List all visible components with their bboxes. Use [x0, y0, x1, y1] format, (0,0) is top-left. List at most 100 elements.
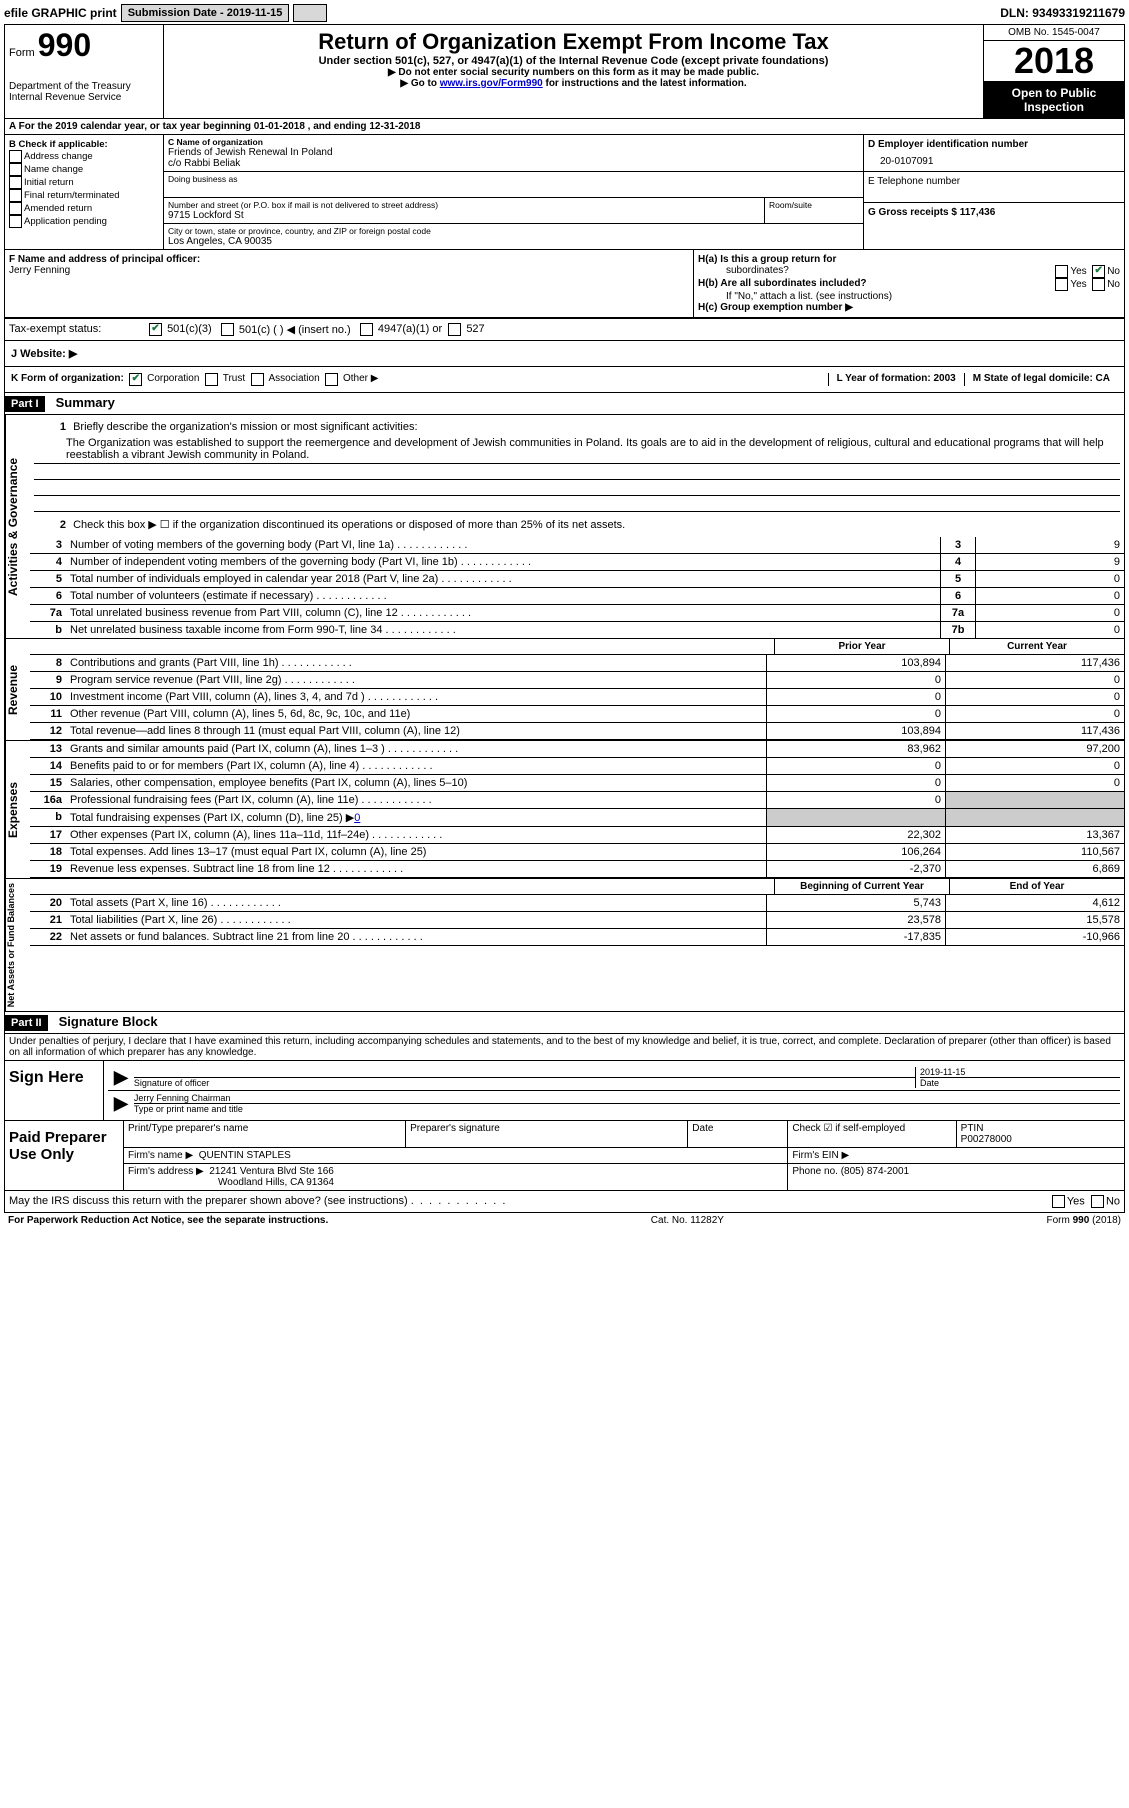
revenue-cols-header: Prior Year Current Year [30, 639, 1124, 655]
check-trust[interactable] [205, 373, 218, 386]
check-final-return[interactable]: Final return/terminated [9, 189, 159, 202]
officer-signature-field[interactable]: Signature of officer [134, 1067, 915, 1088]
inspection-box: Open to Public Inspection [984, 82, 1124, 118]
check-assoc[interactable] [251, 373, 264, 386]
self-employed-check[interactable]: Check ☑ if self-employed [792, 1123, 905, 1134]
part1-badge: Part I [5, 396, 45, 412]
revenue-section: Revenue Prior Year Current Year 8Contrib… [5, 639, 1124, 741]
sign-here-label: Sign Here [5, 1061, 104, 1120]
check-name-change[interactable]: Name change [9, 163, 159, 176]
hb-no[interactable] [1092, 278, 1105, 291]
mission-text: The Organization was established to supp… [34, 435, 1120, 464]
discuss-no[interactable] [1091, 1195, 1104, 1208]
penalties-text: Under penalties of perjury, I declare th… [5, 1034, 1124, 1060]
firm-addr2: Woodland Hills, CA 91364 [128, 1177, 783, 1188]
check-corp[interactable] [129, 373, 142, 386]
dept-irs: Internal Revenue Service [9, 92, 159, 103]
expenses-section: Expenses 13Grants and similar amounts pa… [5, 741, 1124, 879]
form-header: Form 990 Department of the Treasury Inte… [5, 25, 1124, 119]
paid-preparer-label: Paid Preparer Use Only [5, 1121, 124, 1190]
dba-label: Doing business as [168, 174, 859, 184]
phone-label: E Telephone number [868, 176, 1120, 187]
col-prior-year: Prior Year [774, 639, 949, 654]
check-501c3[interactable] [149, 323, 162, 336]
check-initial-return[interactable]: Initial return [9, 176, 159, 189]
ha-yes[interactable] [1055, 265, 1068, 278]
blank-button[interactable] [293, 4, 327, 22]
form990-link[interactable]: www.irs.gov/Form990 [440, 78, 543, 89]
form-container: Form 990 Department of the Treasury Inte… [4, 24, 1125, 1034]
form-subtitle: Under section 501(c), 527, or 4947(a)(1)… [172, 55, 975, 67]
check-527[interactable] [448, 323, 461, 336]
line-12: 12Total revenue—add lines 8 through 11 (… [30, 723, 1124, 740]
line-14: 14Benefits paid to or for members (Part … [30, 758, 1124, 775]
check-address-change[interactable]: Address change [9, 150, 159, 163]
gross-receipts: G Gross receipts $ 117,436 [868, 207, 1120, 218]
footer-center: Cat. No. 11282Y [651, 1215, 724, 1226]
hb-note: If "No," attach a list. (see instruction… [698, 291, 1120, 302]
line-6: 6Total number of volunteers (estimate if… [30, 588, 1124, 605]
officer-label: F Name and address of principal officer: [9, 254, 689, 265]
line1-label: Briefly describe the organization's miss… [73, 421, 417, 433]
k-label: K Form of organization: [11, 373, 124, 386]
footer-right: Form 990 (2018) [1047, 1215, 1121, 1226]
ein-label: D Employer identification number [868, 139, 1120, 150]
part2-header: Part II Signature Block [5, 1012, 1124, 1033]
tax-year: 2018 [984, 41, 1124, 82]
line-13: 13Grants and similar amounts paid (Part … [30, 741, 1124, 758]
form-prefix: Form [9, 47, 35, 59]
hb-yes[interactable] [1055, 278, 1068, 291]
netassets-section: Net Assets or Fund Balances Beginning of… [5, 879, 1124, 1012]
box-b-title: B Check if applicable: [9, 139, 159, 150]
tax-exempt-row: Tax-exempt status: 501(c)(3) 501(c) ( ) … [5, 318, 1124, 341]
line-11: 11Other revenue (Part VIII, column (A), … [30, 706, 1124, 723]
omb-number: OMB No. 1545-0047 [984, 25, 1124, 41]
line-20: 20Total assets (Part X, line 16)5,7434,6… [30, 895, 1124, 912]
check-amended[interactable]: Amended return [9, 202, 159, 215]
footer-left: For Paperwork Reduction Act Notice, see … [8, 1215, 328, 1226]
check-other[interactable] [325, 373, 338, 386]
city-label: City or town, state or province, country… [168, 226, 859, 236]
website-row: J Website: ▶ [5, 341, 1124, 367]
line-7a: 7aTotal unrelated business revenue from … [30, 605, 1124, 622]
box-d: D Employer identification number 20-0107… [863, 135, 1124, 249]
vert-activities: Activities & Governance [5, 415, 30, 638]
submission-date-button[interactable]: Submission Date - 2019-11-15 [121, 4, 290, 22]
line-9: 9Program service revenue (Part VIII, lin… [30, 672, 1124, 689]
section-a-tax-year: A For the 2019 calendar year, or tax yea… [5, 119, 1124, 135]
instr-1: ▶ Do not enter social security numbers o… [172, 67, 975, 78]
vert-expenses: Expenses [5, 741, 30, 878]
vert-netassets: Net Assets or Fund Balances [5, 879, 30, 1011]
header-center: Return of Organization Exempt From Incom… [164, 25, 983, 118]
org-name-label: C Name of organization [168, 137, 859, 147]
line-17: 17Other expenses (Part IX, column (A), l… [30, 827, 1124, 844]
check-501c[interactable] [221, 323, 234, 336]
header-right: OMB No. 1545-0047 2018 Open to Public In… [983, 25, 1124, 118]
officer-name: Jerry Fenning [9, 265, 689, 276]
check-4947[interactable] [360, 323, 373, 336]
efile-label: efile GRAPHIC print [4, 6, 117, 20]
l-year: L Year of formation: 2003 [828, 373, 964, 386]
ptin-value: P00278000 [961, 1134, 1012, 1145]
box-f: F Name and address of principal officer:… [5, 250, 694, 317]
col-begin-year: Beginning of Current Year [774, 879, 949, 894]
ha-no[interactable] [1092, 265, 1105, 278]
part2-badge: Part II [5, 1015, 48, 1031]
tax-exempt-label: Tax-exempt status: [9, 323, 149, 335]
arrow-icon: ▶ [108, 1067, 134, 1088]
activities-section: Activities & Governance 1 Briefly descri… [5, 415, 1124, 639]
line-16b: bTotal fundraising expenses (Part IX, co… [30, 809, 1124, 827]
line-21: 21Total liabilities (Part X, line 26)23,… [30, 912, 1124, 929]
col-end-year: End of Year [949, 879, 1124, 894]
row-f-h: F Name and address of principal officer:… [5, 250, 1124, 318]
check-app-pending[interactable]: Application pending [9, 215, 159, 228]
org-name-2: c/o Rabbi Beliak [168, 158, 859, 169]
city-value: Los Angeles, CA 90035 [168, 236, 859, 247]
part1-header: Part I Summary [5, 393, 1124, 415]
col-current-year: Current Year [949, 639, 1124, 654]
signature-section: Under penalties of perjury, I declare th… [4, 1034, 1125, 1213]
line-15: 15Salaries, other compensation, employee… [30, 775, 1124, 792]
discuss-yes[interactable] [1052, 1195, 1065, 1208]
line-7b: bNet unrelated business taxable income f… [30, 622, 1124, 638]
firm-phone: Phone no. (805) 874-2001 [792, 1166, 909, 1177]
